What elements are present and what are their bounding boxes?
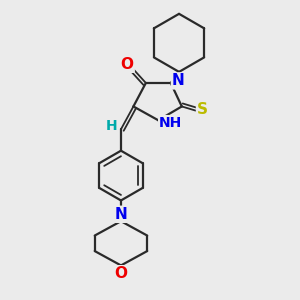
Text: N: N — [115, 207, 127, 222]
Text: N: N — [172, 74, 185, 88]
Text: H: H — [106, 119, 118, 133]
Text: O: O — [115, 266, 128, 281]
Text: NH: NH — [159, 116, 182, 130]
Text: O: O — [121, 57, 134, 72]
Text: S: S — [197, 102, 208, 117]
